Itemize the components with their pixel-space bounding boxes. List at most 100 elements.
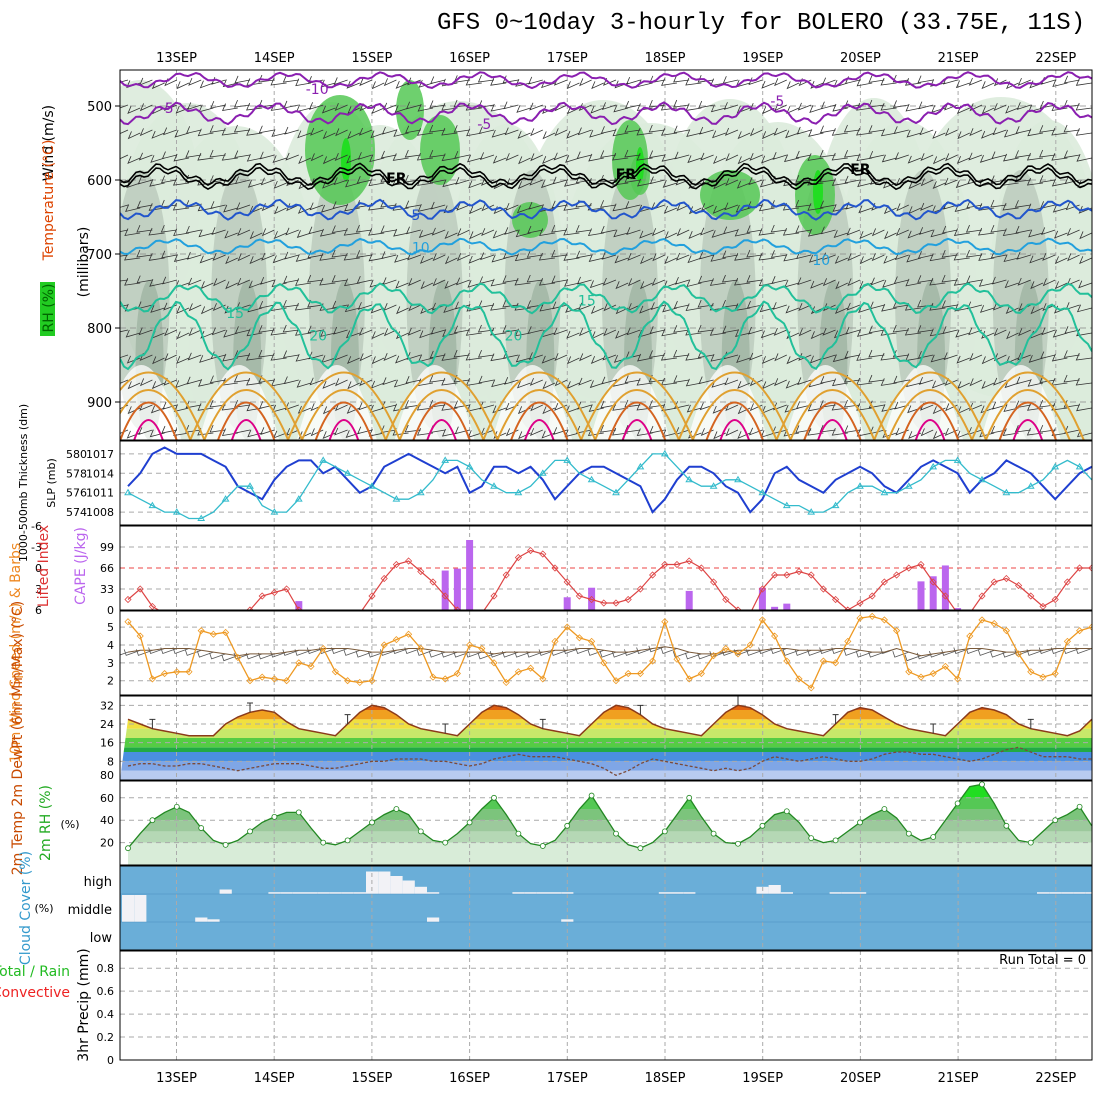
date-label-bottom: 16SEP	[449, 1071, 490, 1086]
wind-barb	[393, 379, 409, 388]
wind-speed-marker	[405, 630, 413, 638]
lifted-index-marker	[1063, 578, 1071, 586]
wind-barb	[283, 376, 299, 385]
wind-barb	[648, 350, 665, 358]
wind-barb	[516, 205, 531, 214]
wind-barb	[587, 178, 604, 186]
wind-barb	[1030, 281, 1044, 290]
wind-barb	[932, 181, 946, 190]
wind-barb	[465, 77, 482, 86]
wind-barb	[712, 205, 726, 214]
wind-barb	[1026, 152, 1044, 161]
thickness-marker	[124, 488, 132, 496]
thickness-tick-label: 574	[66, 506, 87, 519]
wind-barb	[1006, 331, 1019, 340]
wind-barb	[407, 327, 421, 336]
thickness-marker	[221, 495, 230, 502]
wind-barb	[966, 200, 983, 209]
wind-barb	[516, 380, 531, 389]
cloud-bar	[353, 892, 366, 894]
wind-barb	[919, 127, 934, 136]
wind-barb	[930, 354, 946, 363]
legend-temperature: Temperature (°C)	[41, 140, 57, 262]
li-tick-label: 3	[35, 583, 42, 596]
wind-barb	[502, 275, 519, 283]
cloud-bar	[561, 892, 574, 894]
wind-barb	[200, 306, 214, 315]
wind-barb	[771, 426, 787, 435]
cloud-bar	[536, 892, 549, 894]
rh-marker	[637, 845, 644, 852]
wind-barb	[396, 306, 409, 315]
wind-barb	[120, 204, 129, 208]
wind-barb	[540, 180, 556, 189]
wind-barb	[968, 402, 983, 411]
wind-barb	[529, 377, 543, 386]
wind-barb	[493, 431, 507, 439]
wind-barb	[429, 350, 446, 359]
wind-barb	[663, 205, 678, 214]
wind-barb	[429, 399, 446, 408]
cloud-bar	[854, 892, 867, 894]
wind-barb	[395, 80, 409, 89]
cloud-bar	[561, 919, 574, 922]
wind-barb	[588, 153, 604, 162]
temp-minmax-whisker	[832, 714, 839, 724]
wind-barb	[552, 301, 568, 310]
boundary-layer-isotherm	[691, 389, 778, 440]
wind10m-barb	[1002, 650, 1019, 658]
wind10m-barb	[197, 650, 214, 658]
wind-barb	[491, 254, 507, 263]
lifted-index-marker	[490, 592, 498, 600]
wind-barb	[1076, 154, 1092, 162]
lifted-index-marker	[844, 606, 852, 610]
wind-barb	[774, 353, 787, 362]
wind10m-barb	[477, 652, 495, 660]
wind-barb	[773, 327, 787, 336]
wind-barb	[783, 253, 800, 262]
lifted-index-marker	[551, 564, 559, 572]
wind-barb	[297, 405, 312, 414]
wind-barb	[139, 128, 153, 137]
pressure-axis-label: (millibars)	[76, 227, 92, 298]
wind-speed-marker	[685, 675, 693, 683]
cloud-bar	[841, 892, 854, 894]
rh-moist-area	[396, 80, 424, 140]
wind-barb	[465, 352, 482, 361]
wind-barb	[478, 375, 495, 384]
wind10m-barb	[136, 649, 153, 656]
wind-barb	[151, 381, 165, 390]
wind-barb	[347, 131, 360, 140]
wind-barb	[199, 80, 214, 89]
lifted-index-marker	[600, 599, 608, 607]
wind-barb	[709, 278, 726, 286]
thickness-marker	[538, 469, 547, 476]
cape-panel: -6 -3 0 3 6 0 33 66 99 Lifted Index CAPE (J/kg)	[31, 520, 1093, 617]
wind-barb	[1053, 230, 1068, 239]
boundary-layer-isotherm	[677, 371, 792, 440]
legend-rh-swatch	[40, 282, 55, 336]
wind-barb	[785, 305, 800, 314]
wind-speed-marker	[636, 669, 644, 678]
wind-barb	[981, 81, 995, 90]
boundary-layer-isotherm	[314, 401, 374, 440]
wind-barb	[770, 224, 787, 233]
wind-barb	[209, 125, 226, 133]
wind-barb	[1026, 427, 1044, 436]
wind-barb	[417, 103, 434, 112]
rh-marker	[1076, 803, 1083, 810]
wind-barb	[578, 328, 592, 337]
wind10m-barb	[270, 650, 287, 658]
wind-barb	[260, 177, 275, 186]
wind-speed-marker	[246, 677, 254, 685]
wind-barb	[359, 78, 373, 87]
wind-barb	[579, 353, 592, 362]
wind-barb	[626, 227, 641, 235]
wind10m-barb	[843, 649, 861, 656]
wind-barb	[406, 352, 421, 360]
legend-rh: RH (%)	[41, 284, 57, 333]
wind-barb	[600, 225, 617, 234]
boundary-layer-isotherm	[496, 389, 583, 440]
wind-barb	[161, 151, 177, 160]
